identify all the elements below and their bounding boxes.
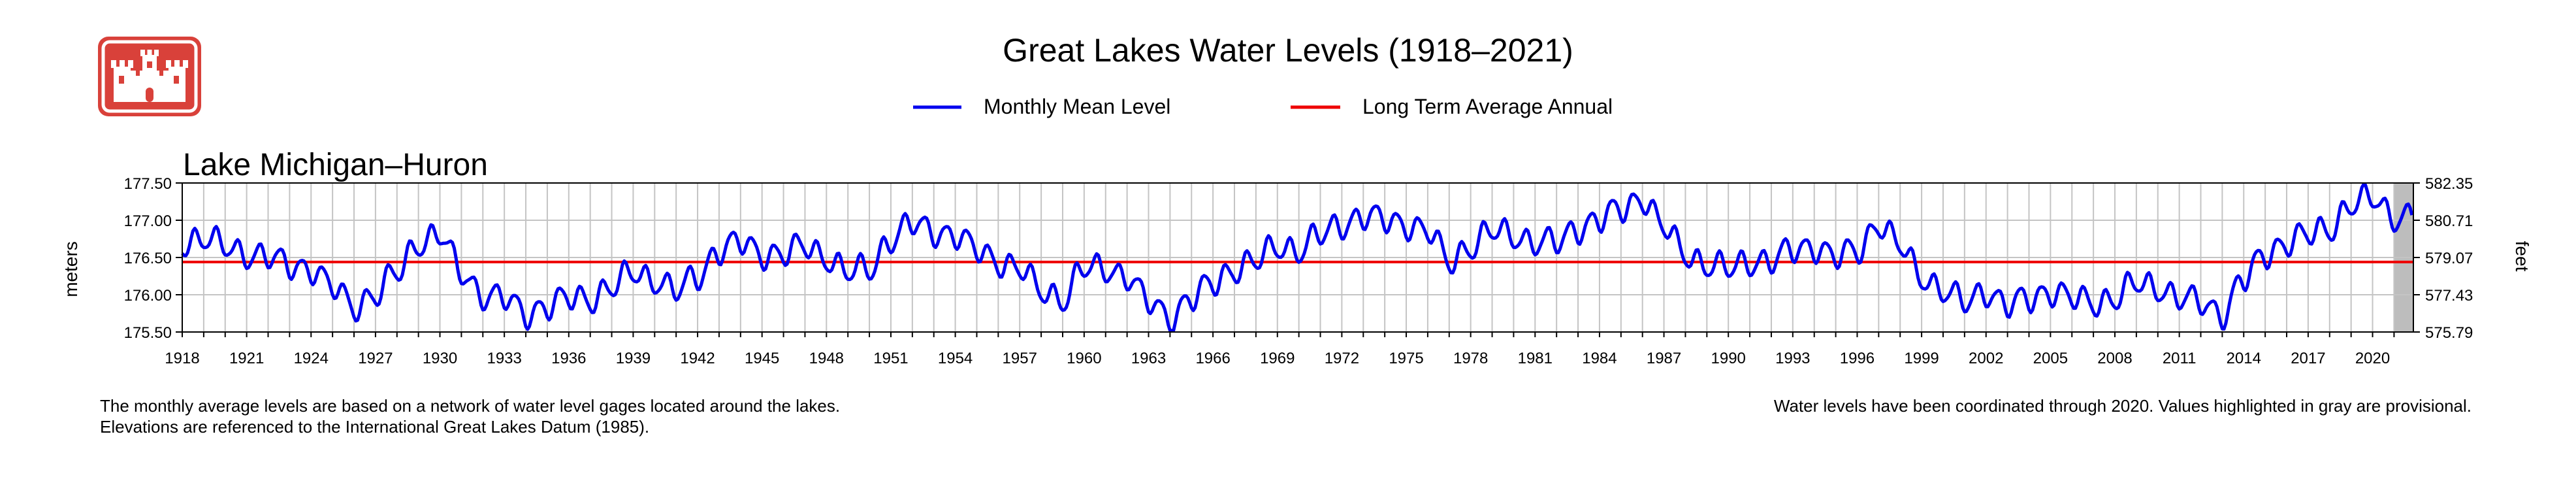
x-tick-label: 1981 [1518, 350, 1553, 367]
y-axis-label-left: meters [61, 241, 81, 297]
x-tick-label: 1966 [1195, 350, 1230, 367]
legend-label-monthly-mean: Monthly Mean Level [984, 95, 1170, 118]
x-tick-label: 1960 [1067, 350, 1101, 367]
monthly-mean-line [181, 182, 2414, 333]
y-tick-label-left: 175.50 [124, 324, 172, 342]
x-tick-label: 1984 [1582, 350, 1617, 367]
y-tick-label-right: 575.79 [2425, 324, 2473, 342]
footnote-provisional: Water levels have been coordinated throu… [1773, 396, 2471, 416]
x-tick-label: 1930 [423, 350, 457, 367]
x-tick-label: 1987 [1647, 350, 1681, 367]
footnote-datum: Elevations are referenced to the Interna… [100, 417, 650, 437]
legend-label-long-term-average: Long Term Average Annual [1362, 95, 1613, 118]
x-tick-label: 1918 [165, 350, 199, 367]
x-tick-label: 1927 [358, 350, 393, 367]
footnote-gage-network: The monthly average levels are based on … [100, 396, 841, 416]
x-tick-label: 2014 [2227, 350, 2261, 367]
x-tick-label: 2002 [1969, 350, 2003, 367]
x-tick-label: 1921 [229, 350, 264, 367]
x-tick-label: 1948 [809, 350, 844, 367]
x-tick-label: 2008 [2097, 350, 2132, 367]
x-tick-label: 1933 [487, 350, 521, 367]
x-tick-label: 1936 [551, 350, 586, 367]
x-tick-label: 1939 [616, 350, 651, 367]
y-tick-label-left: 176.00 [124, 287, 172, 305]
x-tick-label: 1954 [938, 350, 973, 367]
y-axis-label-right: feet [2512, 241, 2532, 272]
y-tick-label-left: 177.00 [124, 212, 172, 230]
x-tick-label: 2017 [2291, 350, 2325, 367]
x-tick-label: 2020 [2355, 350, 2390, 367]
castle-logo [98, 37, 201, 116]
x-tick-label: 1945 [745, 350, 779, 367]
x-tick-label: 1999 [1904, 350, 1939, 367]
chart-subtitle: Lake Michigan–Huron [183, 148, 488, 182]
y-tick-label-left: 177.50 [124, 175, 172, 193]
x-tick-label: 2011 [2163, 350, 2197, 367]
x-tick-label: 1957 [1003, 350, 1037, 367]
x-tick-label: 1993 [1775, 350, 1810, 367]
x-tick-label: 1951 [873, 350, 908, 367]
y-tick-label-right: 579.07 [2425, 250, 2473, 267]
x-tick-label: 1996 [1840, 350, 1875, 367]
x-tick-label: 1942 [680, 350, 715, 367]
x-tick-label: 1975 [1389, 350, 1423, 367]
x-tick-label: 1990 [1711, 350, 1746, 367]
x-tick-label: 1963 [1131, 350, 1166, 367]
y-tick-label-left: 176.50 [124, 250, 172, 267]
y-tick-label-right: 577.43 [2425, 287, 2473, 305]
y-tick-label-right: 580.71 [2425, 212, 2473, 230]
chart-title: Great Lakes Water Levels (1918–2021) [1003, 32, 1573, 69]
x-tick-label: 1972 [1325, 350, 1359, 367]
x-tick-label: 1969 [1260, 350, 1295, 367]
legend: Monthly Mean Level Long Term Average Ann… [913, 95, 1613, 118]
x-tick-label: 1924 [294, 350, 329, 367]
x-tick-label: 2005 [2033, 350, 2068, 367]
y-tick-label-right: 582.35 [2425, 175, 2473, 193]
x-tick-label: 1978 [1453, 350, 1488, 367]
